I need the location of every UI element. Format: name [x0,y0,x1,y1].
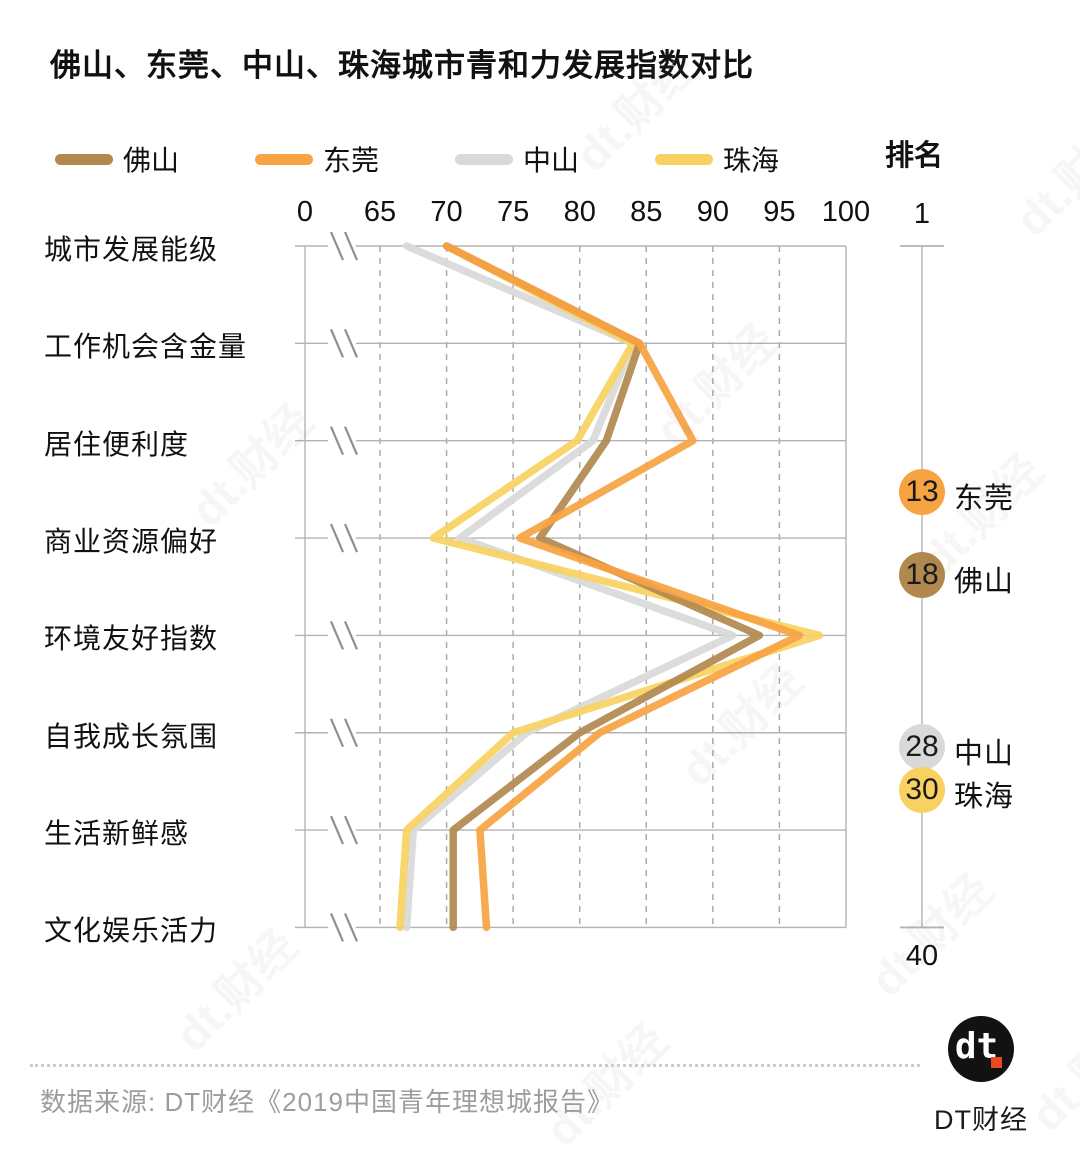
axis-break-icon [329,620,345,650]
legend-item-东莞: 东莞 [255,139,379,179]
x-tick-0: 0 [296,196,314,228]
x-tick-65: 65 [363,196,397,228]
legend-item-中山: 中山 [455,139,579,179]
dt-logo-text: dt [954,1025,999,1067]
axis-break-icon [329,328,345,358]
category-label-8: 文化娱乐活力 [44,915,219,947]
ranking-bottom-label: 40 [905,940,939,972]
legend: 佛山 东莞 中山 珠海 [55,139,855,179]
x-tick-90: 90 [696,196,729,228]
axis-break-icon [329,815,345,845]
dt-logo: dt [948,1016,1014,1082]
axis-break-icon [329,718,345,748]
legend-swatch-icon [255,153,314,165]
axis-break-icon [329,231,345,261]
rank-badge-佛山: 18 [899,552,945,598]
axis-break-icon [343,620,359,650]
legend-swatch-icon [455,153,514,165]
rank-badge-city-label: 中山 [954,738,1015,770]
rank-badge-中山: 28 [899,724,945,770]
dt-logo-dot-icon [991,1057,1002,1068]
rank-badge-city-label: 珠海 [954,781,1015,813]
category-label-4: 商业资源偏好 [44,526,219,558]
axis-break-icon [343,231,359,261]
category-label-1: 城市发展能级 [44,234,219,265]
rank-badge-东莞: 13 [899,469,945,515]
legend-label: 东莞 [323,145,380,176]
axis-break-icon [343,815,359,845]
x-tick-70: 70 [430,196,463,228]
legend-item-珠海: 珠海 [655,139,779,179]
category-label-7: 生活新鲜感 [44,818,190,850]
axis-break-icon [329,913,345,942]
x-tick-95: 95 [763,196,796,228]
axis-break-icon [343,523,359,553]
rank-badge-珠海: 30 [899,767,945,813]
category-label-6: 自我成长氛围 [44,720,219,752]
legend-item-佛山: 佛山 [55,139,179,179]
footer-divider [30,1064,920,1067]
series-line-东莞 [442,242,804,932]
rank-badge-city-label: 东莞 [954,483,1015,515]
legend-label: 中山 [523,145,580,176]
axis-break-icon [329,426,345,456]
legend-swatch-icon [55,153,113,165]
rank-badge-city-label: 佛山 [954,566,1015,598]
axis-break-icon [343,328,359,358]
page-title: 佛山、东莞、中山、珠海城市青和力发展指数对比 [50,48,754,83]
ranking-top-label: 1 [913,198,931,230]
axis-break-icon [329,523,345,553]
axis-break-icon [343,913,359,942]
axis-break-icon [343,718,359,748]
data-source-note: 数据来源: DT财经《2019中国青年理想城报告》 [40,1087,614,1117]
legend-label: 佛山 [123,145,180,176]
x-tick-80: 80 [563,196,596,228]
series-line-珠海 [396,242,824,932]
ranking-axis-title: 排名 [885,140,944,172]
category-label-2: 工作机会含金量 [44,331,248,363]
x-tick-100: 100 [821,196,871,228]
x-tick-85: 85 [630,196,663,228]
axis-break-icon [343,426,359,456]
x-tick-75: 75 [496,196,530,228]
dt-logo-caption: DT财经 [934,1105,1028,1135]
category-label-5: 环境友好指数 [44,623,219,655]
legend-label: 珠海 [723,145,780,176]
category-label-3: 居住便利度 [44,428,190,460]
legend-swatch-icon [655,153,714,165]
